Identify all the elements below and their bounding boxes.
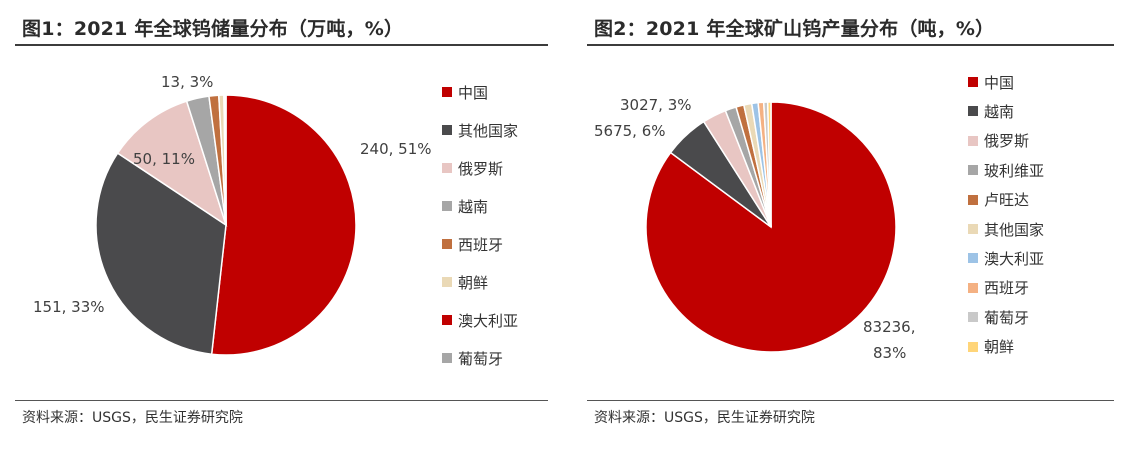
legend-label: 中国 [984,73,1015,92]
legend-label: 朝鲜 [984,338,1015,357]
legend-item: 越南 [442,196,488,216]
data-label-1: 83236, 83% [863,318,916,362]
chart-title: 图1：2021 年全球钨储量分布（万吨，%） [22,18,404,40]
data-label-2: 5675, 6% [594,122,666,140]
legend-item: 卢旺达 [968,190,1029,210]
legend-label: 越南 [984,102,1015,121]
legend-label: 其他国家 [984,220,1045,239]
legend-label: 俄罗斯 [984,132,1030,151]
legend-label: 西班牙 [984,279,1030,298]
pie-slice-3 [116,100,228,227]
legend-swatch [442,125,452,135]
legend-swatch [968,282,978,293]
legend-label: 澳大利亚 [984,249,1045,268]
legend-label: 俄罗斯 [458,159,504,178]
pie-slice-10 [766,101,772,228]
data-label-3: 50, 11% [133,150,195,168]
legend-swatch [968,253,978,264]
source-note: 资料来源：USGS，民生证券研究院 [594,410,815,426]
chart-title: 图2：2021 年全球矿山钨产量分布（吨，%） [594,18,995,40]
legend-item: 中国 [442,82,488,102]
legend-item: 玻利维亚 [968,160,1044,180]
legend-swatch [968,312,978,323]
title-rule [587,44,1114,46]
legend-swatch [442,315,452,325]
legend-item: 西班牙 [968,278,1029,298]
legend-swatch [442,87,452,97]
legend-swatch [442,201,452,211]
legend-item: 澳大利亚 [442,310,518,330]
legend-label: 朝鲜 [458,273,489,292]
legend-item: 西班牙 [442,234,503,254]
pie-chart-production: 83236, 83% 5675, 6% 3027, 3% [594,96,916,362]
data-label-2: 151, 33% [33,298,105,316]
legend-swatch [968,77,978,87]
legend-item: 越南 [968,101,1014,121]
source-rule [587,400,1114,401]
data-label-1: 240, 51% [360,140,432,158]
legend-label: 卢旺达 [984,191,1030,210]
pie-chart-reserves: 240, 51% 151, 33% 50, 11% 13, 3% [33,73,432,356]
legend-label: 其他国家 [458,121,519,140]
legend-swatch [968,165,978,176]
pie-slice-1 [210,94,357,356]
legend-item: 俄罗斯 [442,158,503,178]
legend-label: 葡萄牙 [984,308,1030,327]
legend-item: 朝鲜 [442,272,488,292]
legend-swatch [968,224,978,234]
pie-slice-2 [95,152,227,356]
pie-slice-8 [224,94,227,226]
source-rule [15,400,548,401]
legend-label: 玻利维亚 [984,161,1045,180]
legend-item: 中国 [968,72,1014,92]
legend-label: 澳大利亚 [458,311,519,330]
source-note: 资料来源：USGS，民生证券研究院 [22,410,243,426]
legend-swatch [968,341,978,352]
legend-swatch [442,239,452,249]
legend-swatch [442,277,452,287]
chart-panel-reserves: 图1：2021 年全球钨储量分布（万吨，%） 240, 51% 151, 33% 5… [0,0,560,468]
legend-item: 其他国家 [442,120,518,140]
legend-swatch [968,194,978,205]
legend-item: 其他国家 [968,219,1044,239]
title-rule [15,44,548,46]
legend-item: 俄罗斯 [968,131,1029,151]
legend-swatch [968,106,978,117]
legend-label: 中国 [458,83,489,102]
legend-item: 葡萄牙 [442,348,503,368]
data-label-3: 3027, 3% [620,96,692,114]
legend-label: 葡萄牙 [458,349,504,368]
legend-item: 葡萄牙 [968,307,1029,327]
legend-label: 西班牙 [458,235,504,254]
legend-item: 澳大利亚 [968,248,1044,268]
legend-label: 越南 [458,197,489,216]
chart-panel-production: 图2：2021 年全球矿山钨产量分布（吨，%） 83236, 83% 5675, 6… [572,0,1126,468]
legend-item: 朝鲜 [968,337,1014,357]
legend-swatch [442,163,452,173]
legend-swatch [968,135,978,146]
legend-swatch [442,353,452,363]
data-label-4: 13, 3% [161,73,213,91]
